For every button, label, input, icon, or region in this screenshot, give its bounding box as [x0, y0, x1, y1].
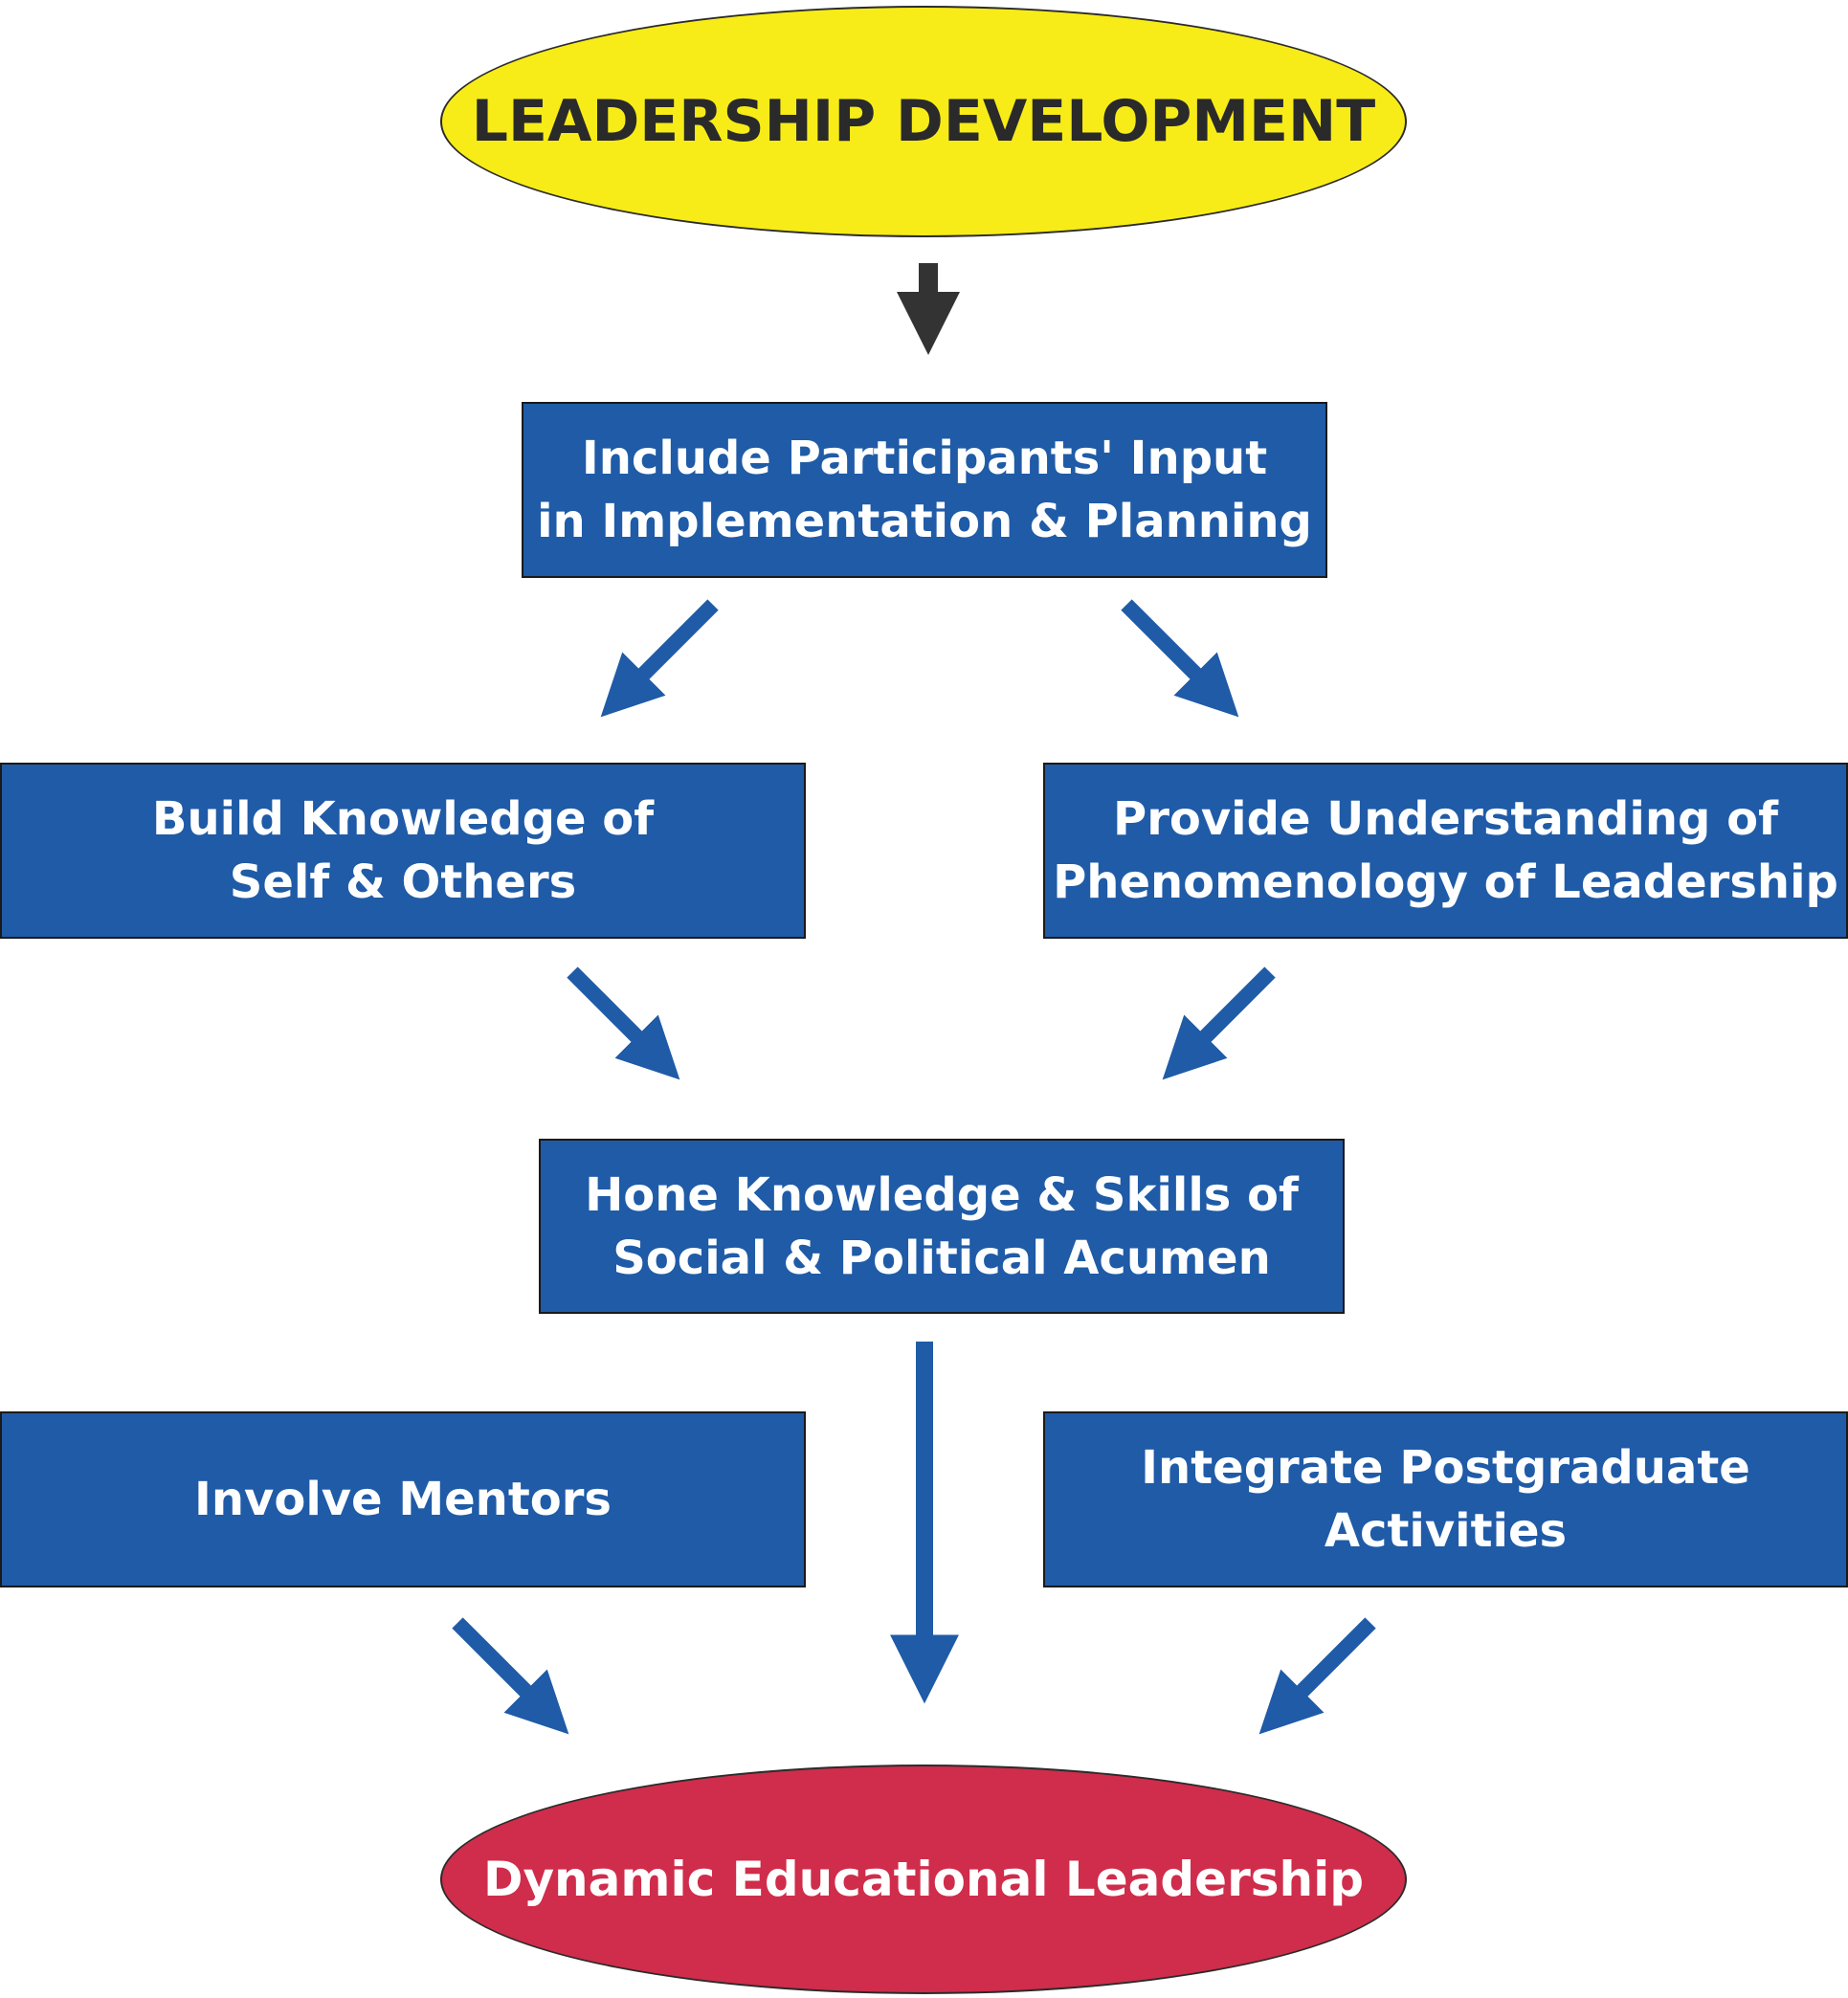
dynamic-educational-leadership-label: Dynamic Educational Leadership [482, 1852, 1365, 1907]
phenomenology-of-leadership-box: Provide Understanding of Phenomenology o… [1043, 763, 1848, 939]
include-participants-input-label: Include Participants' Input in Implement… [537, 432, 1312, 548]
build-knowledge-self-others-label: Build Knowledge of Self & Others [151, 792, 655, 909]
arrow-participants-to-phenomenology [1121, 599, 1239, 718]
phenomenology-of-leadership-label: Provide Understanding of Phenomenology o… [1053, 792, 1838, 909]
hone-social-political-acumen-label: Hone Knowledge & Skills of Social & Poli… [585, 1167, 1299, 1285]
leadership-development-ellipse: LEADERSHIP DEVELOPMENT [440, 6, 1407, 237]
arrow-self-to-hone [567, 966, 680, 1080]
arrow-participants-to-self [600, 599, 719, 718]
build-knowledge-self-others-box: Build Knowledge of Self & Others [0, 763, 806, 939]
hone-social-political-acumen-box: Hone Knowledge & Skills of Social & Poli… [539, 1139, 1345, 1314]
include-participants-input-box: Include Participants' Input in Implement… [522, 402, 1327, 578]
involve-mentors-label: Involve Mentors [194, 1473, 612, 1526]
integrate-postgraduate-activities-label: Integrate Postgraduate Activities [1141, 1441, 1750, 1558]
arrow-postgraduate-to-end [1258, 1617, 1376, 1735]
arrow-mentors-to-end [452, 1617, 569, 1735]
integrate-postgraduate-activities-box: Integrate Postgraduate Activities [1043, 1411, 1848, 1587]
leadership-development-label: LEADERSHIP DEVELOPMENT [471, 88, 1376, 155]
arrow-phenomenology-to-hone [1162, 966, 1276, 1080]
involve-mentors-box: Involve Mentors [0, 1411, 806, 1587]
dynamic-educational-leadership-ellipse: Dynamic Educational Leadership [440, 1765, 1407, 1994]
